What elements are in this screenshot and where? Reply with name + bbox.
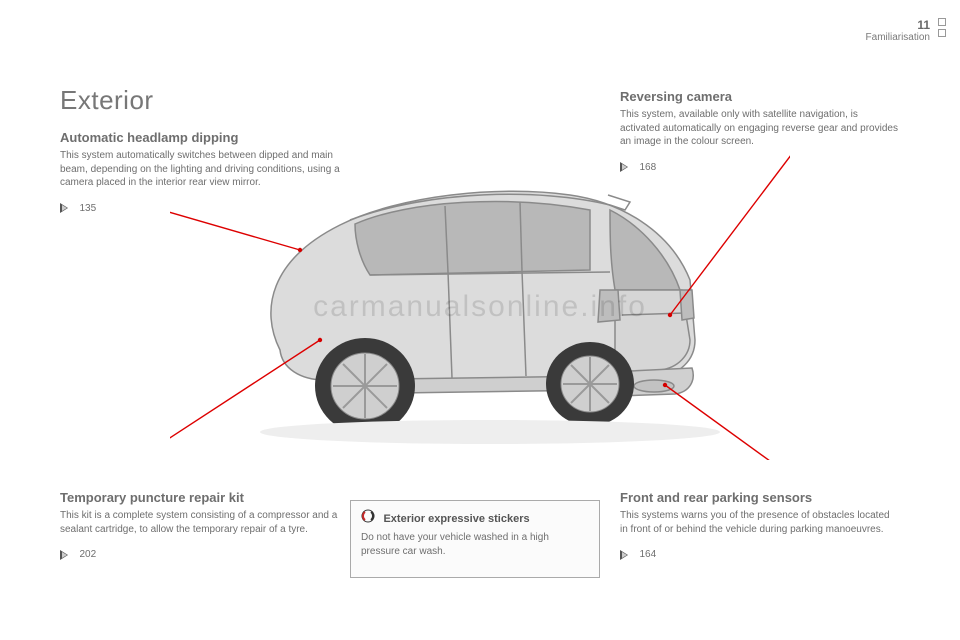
puncture-title: Temporary puncture repair kit — [60, 490, 340, 505]
page-header: 11 Familiarisation — [866, 18, 930, 43]
parking-body: This systems warns you of the presence o… — [620, 509, 900, 536]
warning-icon — [361, 509, 375, 523]
side-marker — [938, 18, 946, 26]
ref-icon-inner — [622, 552, 627, 558]
parking-ref-num: 164 — [639, 549, 656, 560]
reversing-title: Reversing camera — [620, 89, 900, 104]
side-marker — [938, 29, 946, 37]
parking-title: Front and rear parking sensors — [620, 490, 900, 505]
puncture-body: This kit is a complete system consisting… — [60, 509, 340, 536]
note-body: Do not have your vehicle washed in a hig… — [361, 531, 589, 558]
car-svg — [170, 140, 790, 460]
page-section: Familiarisation — [866, 32, 930, 43]
parking-section: Front and rear parking sensors This syst… — [620, 490, 900, 564]
ref-icon-inner — [62, 552, 67, 558]
ref-icon-inner — [62, 205, 67, 211]
puncture-ref: 202 — [60, 546, 340, 564]
headlamp-ref-num: 135 — [79, 203, 96, 214]
parking-ref: 164 — [620, 546, 900, 564]
puncture-section: Temporary puncture repair kit This kit i… — [60, 490, 340, 564]
page-number: 11 — [866, 18, 930, 32]
note-title: Exterior expressive stickers — [383, 513, 529, 525]
page-title: Exterior — [60, 85, 340, 116]
manual-page: 11 Familiarisation Exterior Automatic he… — [0, 0, 960, 640]
puncture-ref-num: 202 — [79, 549, 96, 560]
car-illustration — [170, 140, 790, 460]
note-box: Exterior expressive stickers Do not have… — [350, 500, 600, 578]
side-markers — [938, 18, 950, 40]
